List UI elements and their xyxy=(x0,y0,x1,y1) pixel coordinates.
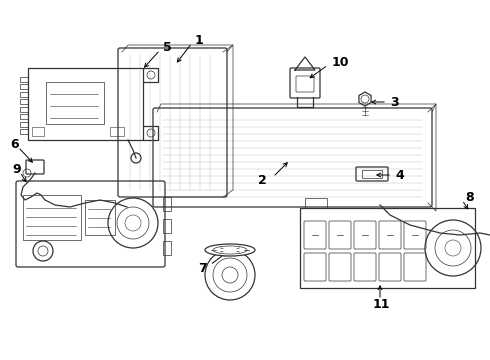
Text: 4: 4 xyxy=(395,168,404,181)
Text: 1: 1 xyxy=(195,33,204,46)
Text: 3: 3 xyxy=(390,95,399,108)
Text: 2: 2 xyxy=(258,174,267,186)
Text: 9: 9 xyxy=(12,162,21,176)
Text: 6: 6 xyxy=(10,138,19,150)
Text: 7: 7 xyxy=(198,261,207,275)
Text: 11: 11 xyxy=(373,298,391,311)
Text: 8: 8 xyxy=(465,190,474,203)
Text: 10: 10 xyxy=(332,55,349,68)
Text: 5: 5 xyxy=(163,41,172,54)
Ellipse shape xyxy=(205,244,255,256)
